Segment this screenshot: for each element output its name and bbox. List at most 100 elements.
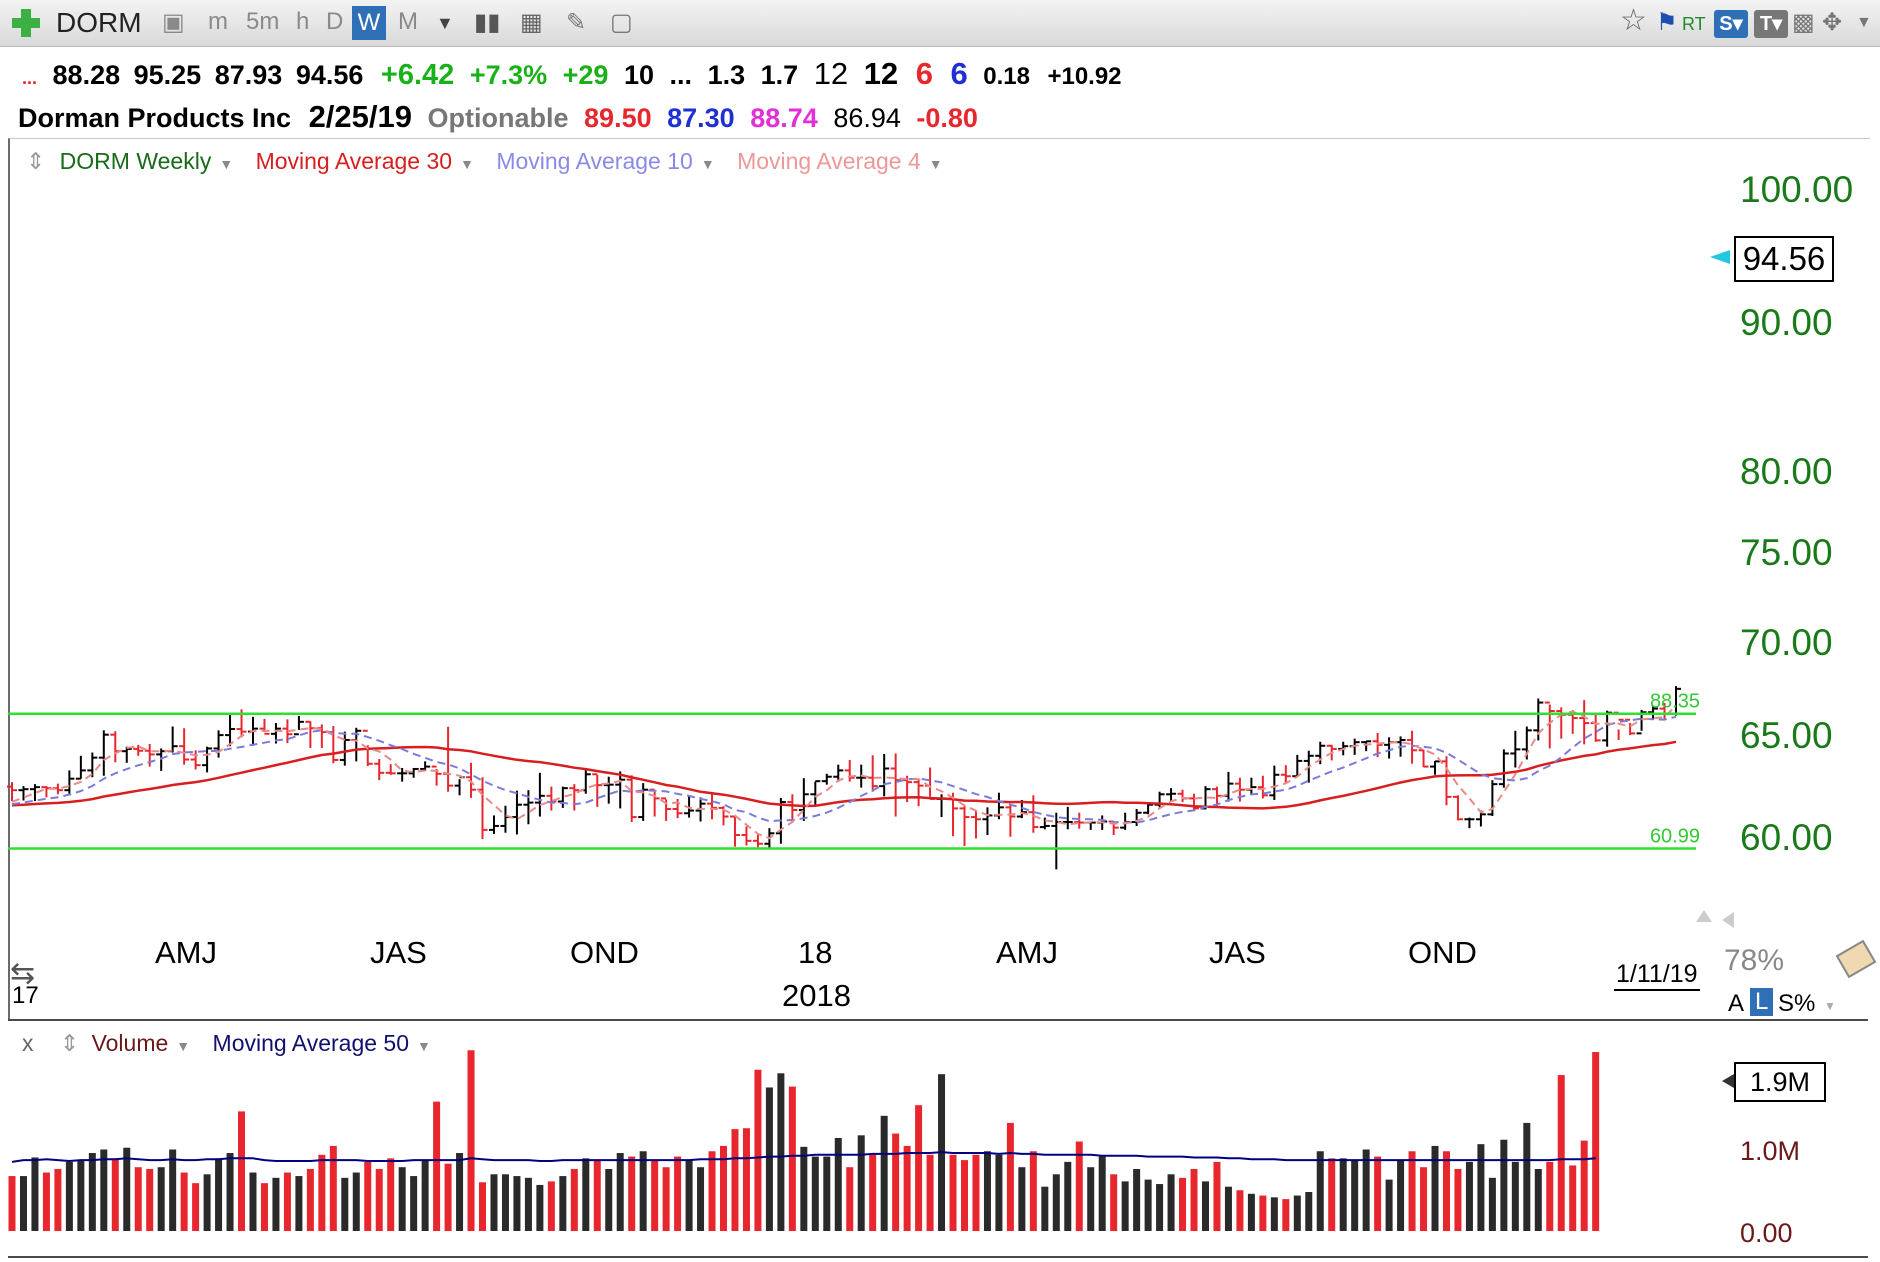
close-volume-panel-icon[interactable]: x: [22, 1030, 34, 1056]
ohlc-bar: [546, 786, 557, 811]
ohlc-bar: [75, 755, 86, 780]
scale-dropdown-icon[interactable]: ▼: [1824, 999, 1836, 1013]
volume-bar: [1420, 1167, 1428, 1231]
volume-bar: [1557, 1075, 1565, 1231]
timeframe-5minute[interactable]: 5m: [246, 8, 280, 35]
ohlc-bar: [1430, 760, 1441, 775]
low-price: 87.93: [214, 60, 283, 90]
ohlc-bar: [179, 728, 190, 765]
volume-bar: [582, 1158, 590, 1231]
move-icon[interactable]: ✥: [1822, 9, 1843, 36]
volume-label-zero: 0.00: [1740, 1218, 1793, 1248]
note-icon[interactable]: ▢: [610, 9, 633, 36]
ohlc-bar: [144, 743, 155, 767]
legend-ma10[interactable]: Moving Average 10: [496, 148, 693, 174]
timeframe-week[interactable]: W: [352, 6, 386, 40]
pencil-icon[interactable]: ✎: [566, 9, 587, 36]
volume-bar: [1500, 1139, 1508, 1231]
scale-log-button[interactable]: L: [1750, 988, 1774, 1016]
volume-drag-handle-icon[interactable]: ⇕: [59, 1030, 80, 1056]
legend-ma4[interactable]: Moving Average 4: [737, 148, 921, 174]
ma30-dropdown-icon[interactable]: ▼: [460, 156, 474, 172]
volume-label-mid: 1.0M: [1740, 1136, 1801, 1166]
legend-ma30[interactable]: Moving Average 30: [255, 148, 453, 174]
ohlc-bar: [741, 826, 752, 846]
price-change: +6.42: [380, 59, 455, 91]
ohlc-bar: [890, 753, 901, 817]
ohlc-bar: [374, 759, 385, 781]
ohlc-bar: [1246, 777, 1257, 795]
volume-bar: [192, 1183, 200, 1231]
ohlc-bar: [454, 776, 465, 796]
save-icon[interactable]: ▩: [1792, 9, 1815, 36]
ohlc-bar: [1269, 765, 1280, 800]
timeframe-hour[interactable]: h: [296, 8, 310, 35]
volume-bar: [444, 1163, 452, 1231]
ma10-dropdown-icon[interactable]: ▼: [700, 156, 715, 172]
ma30-line: [11, 740, 1677, 810]
add-symbol-icon[interactable]: [12, 9, 40, 37]
timeframe-minute[interactable]: m: [208, 8, 228, 35]
ma4-dropdown-icon[interactable]: ▼: [928, 156, 943, 172]
panel-divider[interactable]: [8, 1019, 1868, 1021]
timeframe-day[interactable]: D: [326, 8, 344, 35]
ohlc-bar: [1005, 804, 1016, 837]
series-dropdown-icon[interactable]: ▼: [219, 156, 234, 172]
ma4-line: [11, 705, 1677, 840]
star-icon[interactable]: ☆: [1620, 4, 1647, 37]
ohlc-bar: [18, 786, 29, 801]
t-button[interactable]: T▾: [1754, 10, 1788, 38]
ohlc-bar: [477, 777, 488, 840]
cube-icon[interactable]: ▣: [162, 9, 185, 36]
scroll-left-icon[interactable]: [1722, 912, 1734, 928]
price-change-pct: +7.3%: [469, 60, 548, 90]
level-label: 60.99: [1650, 826, 1700, 848]
legend-volume[interactable]: Volume: [91, 1030, 169, 1056]
symbol-field[interactable]: DORM: [56, 7, 142, 38]
volume-bar: [1190, 1168, 1198, 1231]
volume-bar: [742, 1128, 750, 1231]
volume-bar: [410, 1176, 418, 1231]
volume-bar: [1454, 1168, 1462, 1231]
volume-bar: [100, 1149, 108, 1231]
date-box[interactable]: 1/11/19: [1614, 960, 1700, 991]
volume-bar: [1259, 1195, 1267, 1231]
ohlc-bar: [1062, 806, 1073, 830]
volume-bar: [215, 1158, 223, 1231]
scroll-up-icon[interactable]: [1696, 910, 1712, 922]
quote-line-1: ... 88.28 95.25 87.93 94.56 +6.42 +7.3% …: [22, 56, 1122, 92]
volume-bar: [949, 1154, 957, 1231]
grid-add-icon[interactable]: ▦: [520, 9, 543, 36]
volume-legend: x ⇕ Volume ▼ Moving Average 50 ▼: [22, 1030, 431, 1057]
ohlc-bar: [202, 746, 213, 773]
zoom-label[interactable]: 78%: [1724, 944, 1785, 977]
ma50-dropdown-icon[interactable]: ▼: [417, 1038, 431, 1054]
flag-icon[interactable]: ⚑: [1656, 9, 1678, 36]
volume-bar: [1339, 1158, 1347, 1231]
scale-percent-button[interactable]: S%: [1778, 990, 1816, 1017]
volume-bar: [1121, 1181, 1129, 1231]
legend-ma50[interactable]: Moving Average 50: [212, 1030, 410, 1056]
quote-value-1: 89.50: [584, 103, 652, 133]
refresh-icon[interactable]: ⇆: [10, 957, 36, 990]
volume-dropdown-icon[interactable]: ▼: [176, 1038, 191, 1054]
ohlc-bar: [87, 752, 98, 778]
ohlc-bar: [787, 794, 798, 822]
ohlc-bar: [397, 768, 408, 782]
timeframe-month[interactable]: M: [398, 8, 418, 35]
quote-value-3: 88.74: [750, 103, 818, 133]
s-button[interactable]: S▾: [1714, 10, 1748, 38]
dropdown-arrow-icon[interactable]: ▼: [436, 13, 454, 33]
drag-handle-icon[interactable]: ⇕: [26, 148, 46, 174]
legend-series[interactable]: DORM Weekly: [59, 148, 212, 174]
scale-a-button[interactable]: A: [1728, 990, 1745, 1017]
volume-bar: [1075, 1141, 1083, 1231]
ohlc-bar: [339, 731, 350, 766]
value-3: 1.3: [707, 60, 746, 90]
volume-bar: [134, 1167, 142, 1231]
menu-arrow-icon[interactable]: ▼: [1856, 14, 1872, 31]
bar-chart-icon[interactable]: ▮▮: [474, 9, 501, 36]
rt-label[interactable]: RT: [1682, 14, 1706, 34]
ma10-line: [11, 715, 1677, 824]
